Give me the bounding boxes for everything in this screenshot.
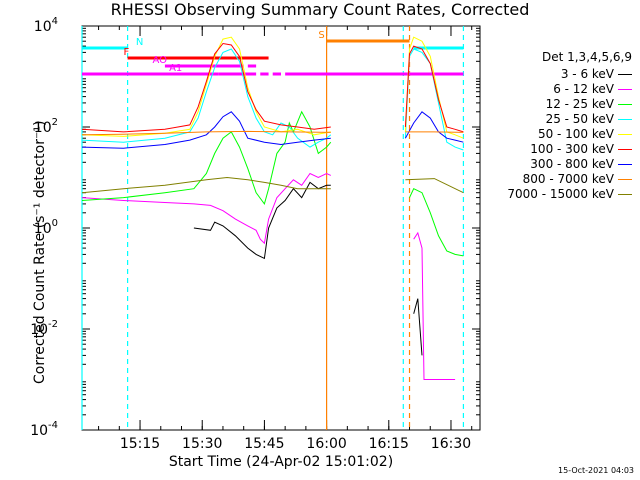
- series-line-3: [81, 48, 332, 148]
- legend-swatch: [618, 74, 632, 75]
- series-line-7: [81, 130, 331, 136]
- legend-entry: 100 - 300 keV: [486, 142, 632, 157]
- legend-swatch: [618, 104, 632, 105]
- legend-swatch: [618, 149, 632, 150]
- y-tick-label: 100: [34, 218, 58, 237]
- legend-swatch: [618, 164, 632, 165]
- series-line-5-segment2: [404, 45, 464, 133]
- flag-label-a1: A1: [169, 63, 182, 74]
- x-tick-label: 16:30: [431, 436, 471, 452]
- flag-label-ao: AO: [152, 55, 167, 66]
- series-line-4: [81, 36, 331, 137]
- legend-entry: 50 - 100 keV: [486, 127, 632, 142]
- legend-entry: 300 - 800 keV: [486, 157, 632, 172]
- x-tick-label: 15:15: [120, 436, 160, 452]
- legend-swatch: [618, 134, 632, 135]
- legend-label: 6 - 12 keV: [553, 82, 614, 96]
- series-line-0: [193, 181, 331, 260]
- series-line-2-segment2: [409, 188, 464, 257]
- legend-entry: 800 - 7000 keV: [486, 172, 632, 187]
- series-line-1: [81, 172, 332, 245]
- generation-timestamp: 15-Oct-2021 04:03: [558, 466, 634, 475]
- x-axis-label: Start Time (24-Apr-02 15:01:02): [168, 454, 394, 470]
- legend-label: 300 - 800 keV: [530, 157, 614, 171]
- x-tick-label: 16:15: [369, 436, 409, 452]
- legend-label: 12 - 25 keV: [545, 97, 614, 111]
- legend-swatch: [618, 179, 632, 180]
- series-line-4-segment2: [404, 36, 464, 139]
- legend-label: 50 - 100 keV: [537, 127, 614, 141]
- series-line-5: [81, 42, 331, 133]
- series-line-1-segment2: [413, 231, 456, 380]
- y-tick-label: 10-2: [30, 319, 58, 338]
- flag-label-n: N: [136, 37, 143, 48]
- flag-label-s: S: [318, 30, 324, 41]
- legend-label: 7000 - 15000 keV: [507, 187, 614, 201]
- series-line-6: [81, 111, 331, 149]
- x-tick-label: 15:45: [244, 436, 284, 452]
- plot-frame: [81, 25, 481, 431]
- series-line-0-segment2: [413, 298, 423, 356]
- legend-label: 800 - 7000 keV: [522, 172, 614, 186]
- legend-label: 100 - 300 keV: [530, 142, 614, 156]
- y-tick-label: 10-4: [30, 420, 58, 439]
- legend-header: Det 1,3,4,5,6,9: [541, 50, 632, 64]
- x-tick-label: 15:30: [182, 436, 222, 452]
- series-line-2: [81, 110, 332, 206]
- legend-entry: 3 - 6 keV: [486, 67, 632, 82]
- series-line-7-segment2: [405, 131, 464, 133]
- legend-swatch: [618, 194, 632, 195]
- series-line-6-segment2: [404, 111, 464, 143]
- y-tick-label: 102: [34, 117, 58, 136]
- x-tick-label: 16:00: [306, 436, 346, 452]
- legend-label: 3 - 6 keV: [560, 67, 614, 81]
- chart-title: RHESSI Observing Summary Count Rates, Co…: [110, 0, 530, 19]
- legend-swatch: [618, 119, 632, 120]
- legend-entry: 12 - 25 keV: [486, 97, 632, 112]
- legend-swatch: [618, 89, 632, 90]
- legend-entry: 25 - 50 keV: [486, 112, 632, 127]
- legend: Det 1,3,4,5,6,9 3 - 6 keV 6 - 12 keV 12 - …: [486, 50, 632, 202]
- flag-label-f: F: [123, 47, 129, 58]
- legend-label: 25 - 50 keV: [545, 112, 614, 126]
- legend-entry: 7000 - 15000 keV: [486, 187, 632, 202]
- series-line-8: [81, 176, 331, 194]
- y-axis-label: Corrected Count Rate (s⁻¹ detector⁻¹): [32, 120, 48, 384]
- legend-entry: 6 - 12 keV: [486, 82, 632, 97]
- series-line-8-segment2: [405, 178, 464, 194]
- y-tick-label: 104: [34, 16, 58, 35]
